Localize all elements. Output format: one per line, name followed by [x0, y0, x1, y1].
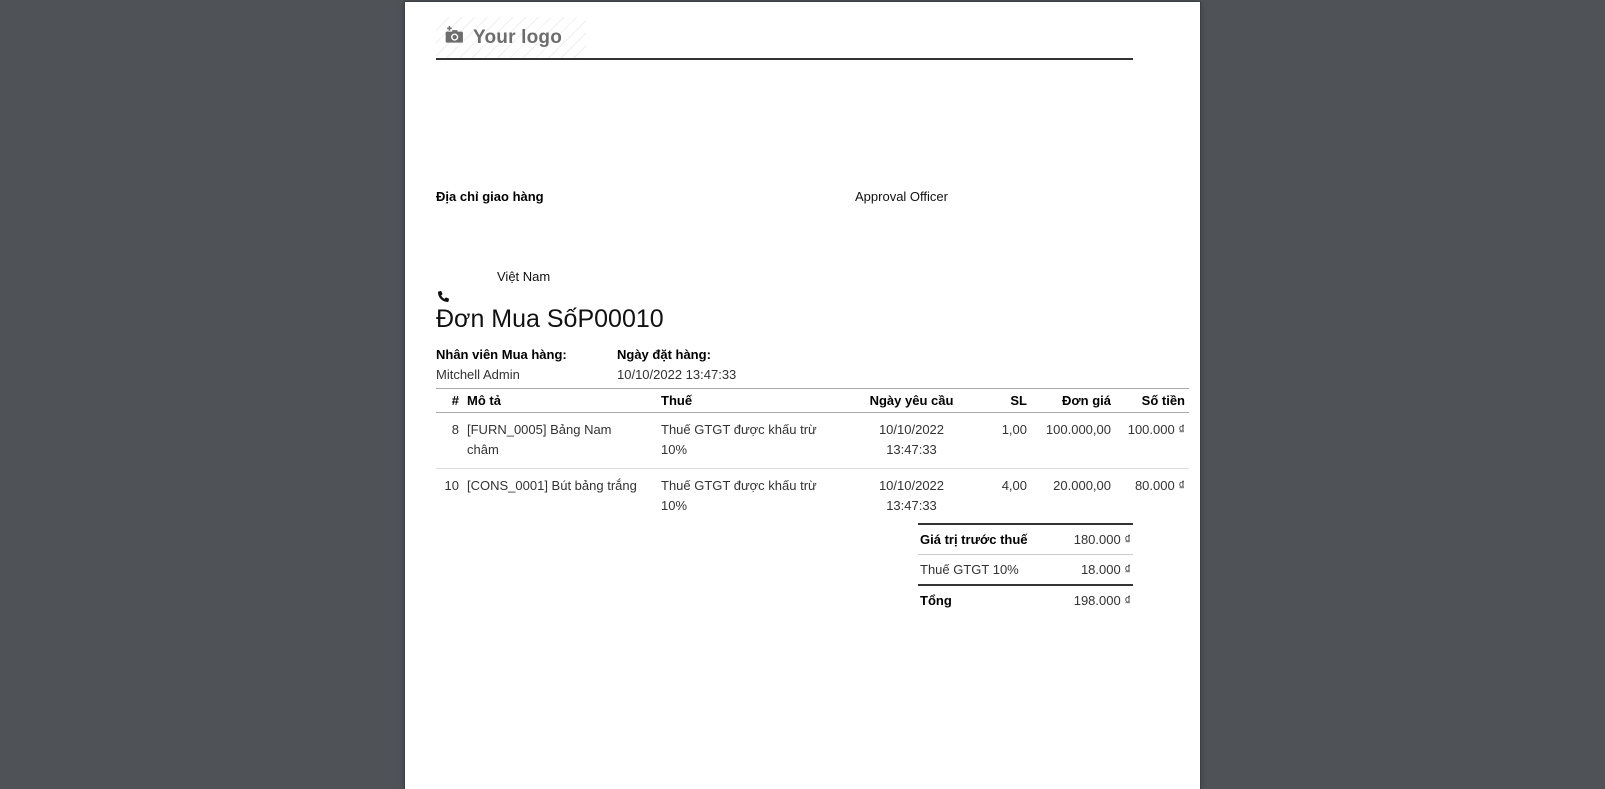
col-header-tax: Thuế — [657, 388, 855, 413]
line-description: [FURN_0005] Bảng Nam châm — [463, 412, 657, 470]
line-tax: Thuế GTGT được khấu trừ 10% — [661, 478, 817, 514]
line-date: 10/10/2022 13:47:33 — [855, 412, 968, 470]
totals-table: Giá trị trước thuế 180.000 ₫ Thuế GTGT 1… — [918, 523, 1133, 615]
order-date-value: 10/10/2022 13:47:33 — [617, 367, 737, 382]
col-header-description: Mô tả — [463, 388, 657, 413]
untaxed-row: Giá trị trước thuế 180.000 ₫ — [918, 523, 1133, 555]
delivery-address-label: Địa chỉ giao hàng — [436, 189, 544, 204]
order-date-label: Ngày đặt hàng: — [617, 347, 711, 362]
camera-plus-icon — [444, 25, 465, 50]
col-header-qty: SL — [968, 388, 1031, 413]
total-label: Tổng — [920, 593, 952, 608]
logo-text: Your logo — [473, 26, 563, 48]
total-row: Tổng 198.000 ₫ — [918, 585, 1133, 615]
col-header-number: # — [436, 388, 463, 413]
col-header-amount: Số tiền — [1115, 388, 1189, 413]
col-header-unit-price: Đơn giá — [1031, 388, 1115, 413]
total-value: 198.000 ₫ — [1073, 593, 1131, 608]
line-qty: 1,00 — [968, 412, 1031, 470]
table-header-row: # Mô tả Thuế Ngày yêu cầu SL Đơn giá Số … — [436, 388, 1189, 413]
tax-row: Thuế GTGT 10% 18.000 ₫ — [918, 554, 1133, 586]
line-tax: Thuế GTGT được khấu trừ 10% — [657, 412, 855, 470]
line-amount: 80.000 ₫ — [1134, 478, 1185, 494]
table-row: 10 [CONS_0001] Bút bảng trắng Thuế GTGT … — [436, 469, 1189, 525]
line-amount: 100.000 ₫ — [1115, 412, 1189, 470]
line-qty: 4,00 — [1001, 478, 1027, 494]
order-lines-table: # Mô tả Thuế Ngày yêu cầu SL Đơn giá Số … — [436, 388, 1189, 525]
logo-placeholder: Your logo — [436, 17, 586, 58]
line-description: [CONS_0001] Bút bảng trắng — [467, 478, 637, 494]
approval-officer-label: Approval Officer — [855, 189, 948, 204]
line-number: 8 — [436, 412, 463, 470]
line-unit-price: 100.000,00 — [1031, 412, 1115, 470]
buyer-label: Nhân viên Mua hàng: — [436, 347, 567, 362]
untaxed-label: Giá trị trước thuế — [918, 523, 1057, 555]
tax-label: Thuế GTGT 10% — [918, 554, 1057, 586]
untaxed-value: 180.000 ₫ — [1056, 523, 1133, 555]
document-title: Đơn Mua SốP00010 — [436, 305, 664, 333]
col-header-date: Ngày yêu cầu — [855, 388, 968, 413]
report-content: Your logo Địa chỉ giao hàng Approval Off… — [436, 2, 1189, 789]
table-row: 8 [FURN_0005] Bảng Nam châm Thuế GTGT đư… — [436, 412, 1189, 470]
line-number: 10 — [444, 478, 459, 494]
phone-icon — [438, 289, 449, 303]
pdf-page: Your logo Địa chỉ giao hàng Approval Off… — [405, 2, 1200, 789]
line-date: 10/10/2022 13:47:33 — [878, 478, 945, 514]
buyer-name: Mitchell Admin — [436, 367, 520, 382]
tax-value: 18.000 ₫ — [1056, 554, 1133, 586]
line-unit-price: 20.000,00 — [1053, 478, 1111, 494]
header-divider — [436, 58, 1133, 60]
country-text: Việt Nam — [497, 269, 551, 284]
